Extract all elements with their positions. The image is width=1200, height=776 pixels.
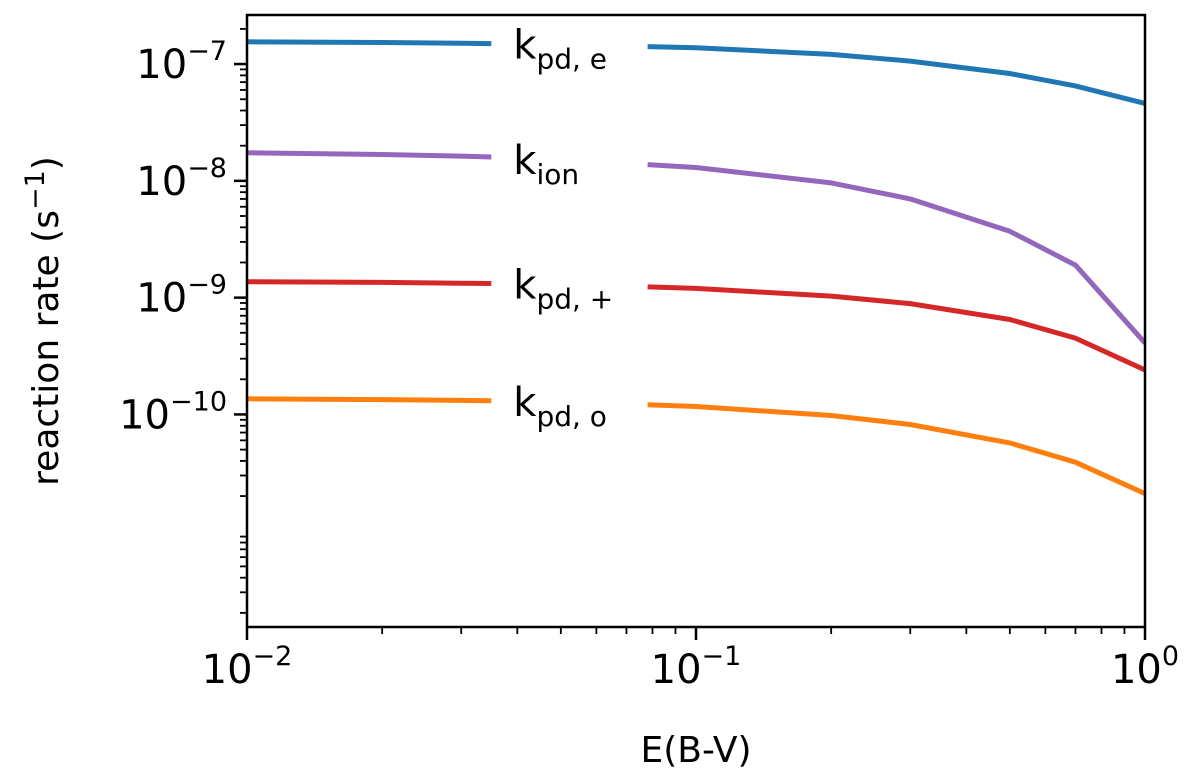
y-axis-label: reaction rate (s−1)	[20, 156, 67, 486]
y-tick-exponent: −7	[187, 36, 227, 67]
series-line-k_ion-left	[246, 150, 492, 160]
x-tick-exponent: −2	[253, 641, 293, 672]
y-tick-label: 10−9	[136, 270, 227, 322]
series-label-sub: pd, +	[536, 283, 613, 316]
series-line-k_pd,o-right	[647, 402, 1147, 496]
series-label-main: k	[513, 380, 537, 426]
x-tick-base: 10	[1111, 647, 1162, 693]
series-label-main: k	[513, 23, 537, 69]
plot-frame	[245, 13, 1147, 629]
y-tick-exponent: −8	[187, 153, 227, 184]
series-label-sub: pd, o	[536, 400, 606, 433]
y-tick-base: 10	[136, 276, 187, 322]
y-tick-base: 10	[136, 159, 187, 205]
x-tick-label: 10−1	[651, 641, 742, 693]
series-label-k_pd,e: kpd, e	[513, 23, 607, 76]
x-tick-base: 10	[202, 647, 253, 693]
series-label-sub: ion	[536, 158, 579, 191]
series-label-k_pd,+: kpd, +	[513, 263, 613, 316]
series-line-k_ion-right	[647, 162, 1147, 345]
series-layer	[246, 39, 1147, 496]
series-line-k_pd,e-left	[246, 39, 492, 47]
y-axis-label-main: reaction rate (s	[26, 210, 67, 486]
series-label-main: k	[513, 263, 537, 309]
series-line-k_pd,o-left	[246, 396, 492, 404]
series-line-k_pd,+-left	[246, 279, 492, 286]
series-line-k_pd,e-right	[647, 44, 1146, 106]
y-tick-exponent: −10	[170, 386, 227, 417]
y-tick-base: 10	[136, 42, 187, 88]
y-tick-exponent: −9	[187, 270, 227, 301]
y-tick-label: 10−10	[119, 386, 227, 438]
x-tick-exponent: 0	[1162, 641, 1179, 672]
x-tick-label: 100	[1111, 641, 1179, 693]
y-tick-label: 10−8	[136, 153, 227, 205]
x-axis-label: E(B-V)	[640, 730, 751, 771]
series-label-k_pd,o: kpd, o	[513, 380, 607, 433]
y-tick-base: 10	[119, 392, 170, 438]
series-label-k_ion: kion	[513, 138, 579, 191]
x-tick-exponent: −1	[702, 641, 742, 672]
series-line-k_pd,+-right	[647, 284, 1147, 373]
x-tick-label: 10−2	[202, 641, 293, 693]
series-label-main: k	[513, 138, 537, 184]
x-tick-base: 10	[651, 647, 702, 693]
series-label-sub: pd, e	[536, 43, 607, 76]
y-axis-label-sup: −1	[20, 170, 51, 210]
y-axis-label-end: )	[26, 156, 67, 170]
y-tick-label: 10−7	[136, 36, 227, 88]
